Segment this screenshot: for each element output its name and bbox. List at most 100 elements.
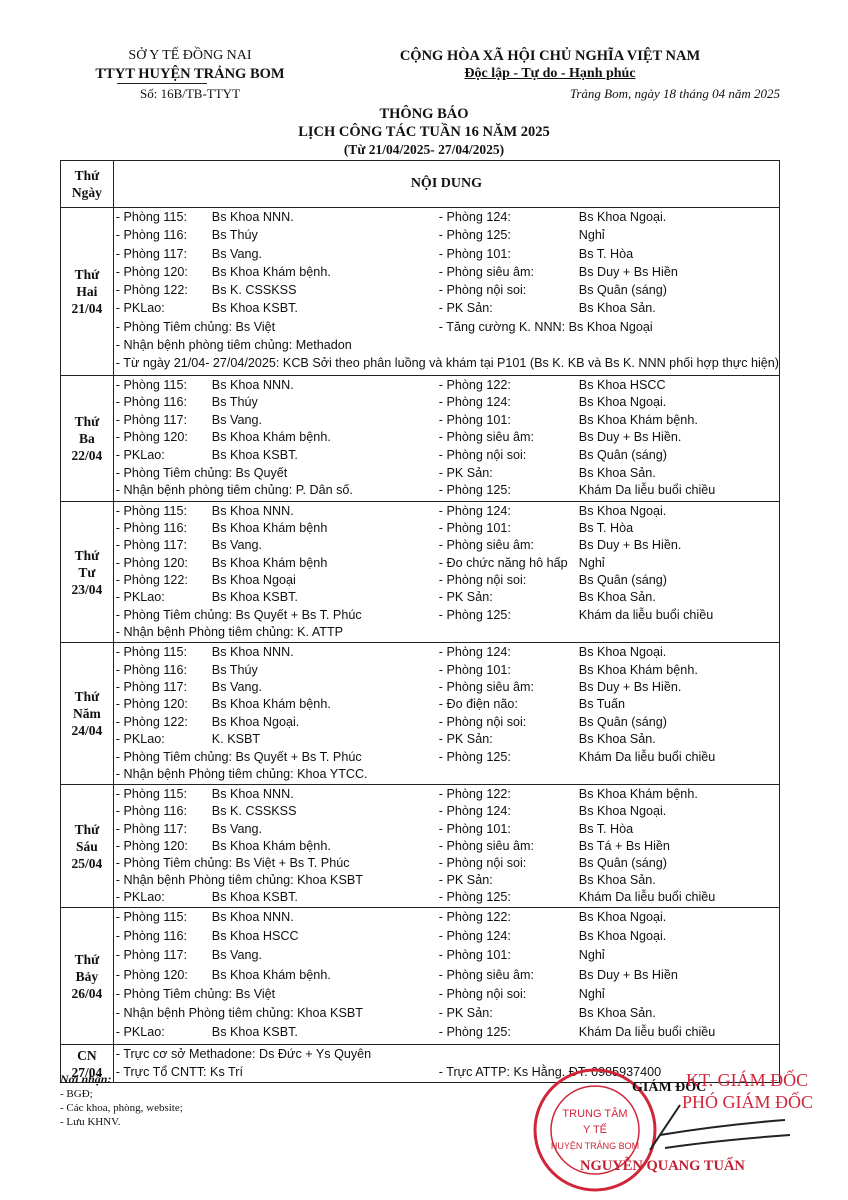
assignment-label: - Phòng 101:	[438, 412, 511, 427]
org-ministry: SỞ Y TẾ ĐỒNG NAI	[128, 48, 252, 63]
assignment-label: - Phòng nội soi:	[438, 448, 527, 463]
assignment-label: - Phòng 122:	[115, 283, 188, 298]
assignment-value: Bs Khoa Ngoại.	[578, 395, 667, 410]
assignment-label: - Phòng siêu âm:	[438, 679, 535, 694]
schedule-line: - Phòng Tiêm chủng: Bs Quyết - PK Sản: Bs …	[114, 466, 779, 484]
assignment-value: Bs Khoa Khám bệnh.	[578, 662, 698, 677]
assignment-value: Bs Vang.	[211, 412, 262, 427]
day-content: - Phòng 115: Bs Khoa NNN. - Phòng 122: Bs K…	[112, 906, 781, 1046]
assignment-label: - Phòng 116:	[115, 929, 187, 944]
assignment-value: Bs Khoa Sản.	[578, 301, 656, 316]
svg-text:Y TẾ: Y TẾ	[583, 1123, 607, 1136]
assignment-label: - Phòng 101:	[438, 662, 511, 677]
signer-name: NGUYỄN QUANG TUẤN	[580, 1158, 745, 1174]
assignment-value: Bs Khoa Khám bệnh.	[211, 838, 331, 853]
assignment-value: Bs Khoa Ngoại.	[578, 909, 667, 924]
schedule-line: - Phòng 117: Bs Vang. - Phòng siêu âm: Bs D…	[114, 538, 779, 555]
assignment-value: Bs Quân (sáng)	[578, 448, 667, 463]
day-cell: Thứ Tư 23/04	[60, 500, 114, 644]
assignment-label: - Phòng 115:	[115, 787, 187, 802]
assignment-label: - Phòng Tiêm chủng: Bs Việt + Bs T. Phúc	[115, 855, 350, 870]
assignment-label: - Đo điện não:	[438, 697, 518, 712]
assignment-label: - Phòng siêu âm:	[438, 967, 535, 982]
assignment-value: Bs Duy + Bs Hiền.	[578, 430, 682, 445]
day-cell: Thứ Ba 22/04	[60, 374, 114, 502]
assignment-value: Bs Khoa NNN.	[211, 503, 294, 518]
assignment-label: - Phòng nội soi:	[438, 714, 527, 729]
title-notice: THÔNG BÁO	[379, 106, 469, 122]
day-row: Thứ Sáu 25/04- Phòng 115: Bs Khoa NNN. - Phò…	[60, 784, 781, 908]
assignment-value: Khám Da liễu buổi chiều	[578, 889, 716, 904]
recipient-item: - Các khoa, phòng, website;	[60, 1102, 183, 1114]
assignment-label: - Phòng 125:	[438, 228, 511, 243]
assignment-label: - Phòng 116:	[115, 804, 187, 819]
assignment-label: - Phòng 122:	[115, 714, 188, 729]
assignment-label: - Phòng siêu âm:	[438, 538, 535, 553]
schedule-line: - Phòng 122: Bs Khoa Ngoại. - Phòng nội so…	[114, 715, 779, 732]
assignment-value: Bs Khoa Khám bệnh.	[211, 967, 331, 982]
schedule-line: - PKLao: Bs Khoa KSBT. - Phòng nội soi: Bs …	[114, 448, 779, 466]
day-label: Thứ	[74, 266, 100, 282]
day-label: Bảy	[75, 968, 99, 984]
assignment-value: Bs K. CSSKSS	[211, 804, 297, 819]
schedule-line: - PKLao: K. KSBT - PK Sản: Bs Khoa Sản.	[114, 732, 779, 749]
schedule-table: Thứ Ngày NỘI DUNG Thứ Hai 21/04- Phòng 115:…	[60, 160, 781, 1084]
assignment-label: - Phòng 120:	[115, 430, 188, 445]
assignment-label: - Phòng 117:	[115, 538, 187, 553]
schedule-line: - Phòng 120: Bs Khoa Khám bệnh. - Phòng si…	[114, 265, 779, 283]
assignment-label: - PK Sản:	[438, 732, 493, 747]
schedule-line: - Nhận bệnh phòng tiêm chủng: Methadon	[114, 338, 779, 356]
assignment-label: - Phòng 101:	[438, 948, 511, 963]
schedule-line: - Phòng 120: Bs Khoa Khám bệnh. - Phòng si…	[114, 968, 779, 987]
assignment-label: - Đo chức năng hô hấp	[438, 555, 568, 570]
assignment-label: - Phòng nội soi:	[438, 573, 527, 588]
assignment-label: - Phòng 120:	[115, 264, 188, 279]
assignment-label: - PKLao:	[115, 1025, 165, 1040]
assignment-label: - Phòng Tiêm chủng: Bs Quyết + Bs T. Phú…	[115, 607, 362, 622]
assignment-label: - Nhận bệnh phòng tiêm chủng: Methadon	[115, 338, 352, 353]
day-row: Thứ Năm 24/04- Phòng 115: Bs Khoa NNN. - Phò…	[60, 642, 781, 786]
assignment-value: Bs Khoa NNN.	[211, 787, 294, 802]
assignment-label: - Phòng 120:	[115, 555, 188, 570]
day-content: - Phòng 115: Bs Khoa NNN. - Phòng 122: Bs K…	[112, 374, 781, 502]
schedule-line: - Nhận bệnh phòng tiêm chủng: P. Dân số.…	[114, 483, 779, 501]
assignment-value: Bs Khoa Sản.	[578, 590, 656, 605]
assignment-label: - Phòng 124:	[438, 929, 511, 944]
assignment-value: Khám da liễu buổi chiều	[578, 607, 714, 622]
assignment-label: - Phòng 122:	[438, 787, 511, 802]
assignment-label: - Phòng 124:	[438, 210, 511, 224]
assignment-label: - Phòng 115:	[115, 377, 187, 392]
schedule-line: - Phòng 120: Bs Khoa Khám bệnh. - Đo điện …	[114, 697, 779, 714]
assignment-value: Bs Khoa Khám bệnh.	[211, 697, 331, 712]
assignment-value: Bs Khoa Sản.	[578, 872, 656, 887]
assignment-value: Bs T. Hòa	[578, 246, 634, 261]
day-content: - Phòng 115: Bs Khoa NNN. - Phòng 122: Bs K…	[112, 784, 781, 908]
place-date: Trảng Bom, ngày 18 tháng 04 năm 2025	[569, 86, 780, 101]
assignment-label: - Nhận bệnh Phòng tiêm chủng: K. ATTP	[115, 624, 344, 639]
assignment-label: - Phòng 101:	[438, 246, 511, 261]
assignment-label: - PKLao:	[115, 732, 165, 747]
day-cell: Thứ Hai 21/04	[60, 207, 114, 376]
day-row: Thứ Tư 23/04- Phòng 115: Bs Khoa NNN. - Phòn…	[60, 500, 781, 644]
schedule-line: - PKLao: Bs Khoa KSBT. - Phòng 125: Khám Da…	[114, 1025, 779, 1044]
assignment-label: - Phòng 125:	[438, 889, 511, 904]
day-label: Năm	[73, 706, 101, 722]
header-date-label: Ngày	[71, 185, 102, 200]
assignment-label: - Phòng 124:	[438, 804, 511, 819]
assignment-value: Bs Khoa Khám bệnh.	[578, 787, 698, 802]
assignment-value: Bs Vang.	[211, 948, 262, 963]
assignment-label: - Trực Tổ CNTT: Ks Trí	[115, 1064, 243, 1079]
assignment-value: Bs Khoa NNN.	[211, 909, 294, 924]
assignment-value: Bs Vang.	[211, 538, 262, 553]
day-label: 25/04	[71, 855, 103, 871]
assignment-label: - PK Sản:	[438, 872, 493, 887]
assignment-label: - Phòng 120:	[115, 967, 188, 982]
assignment-value: Bs T. Hòa	[578, 521, 634, 536]
assignment-value: Bs Khoa Ngoại.	[578, 645, 667, 660]
schedule-line: - Phòng 117: Bs Vang. - Phòng 101: Bs T. Hò…	[114, 247, 779, 265]
assignment-value: Bs Duy + Bs Hiền.	[578, 679, 682, 694]
schedule-line: - Phòng 115: Bs Khoa NNN. - Phòng 122: Bs K…	[114, 378, 779, 396]
schedule-line: - Phòng 120: Bs Khoa Khám bệnh. - Phòng si…	[114, 839, 779, 856]
schedule-line: - Phòng 116: Bs Thúy - Phòng 124: Bs Khoa N…	[114, 395, 779, 413]
assignment-value: Bs Khoa Khám bệnh.	[578, 412, 698, 427]
